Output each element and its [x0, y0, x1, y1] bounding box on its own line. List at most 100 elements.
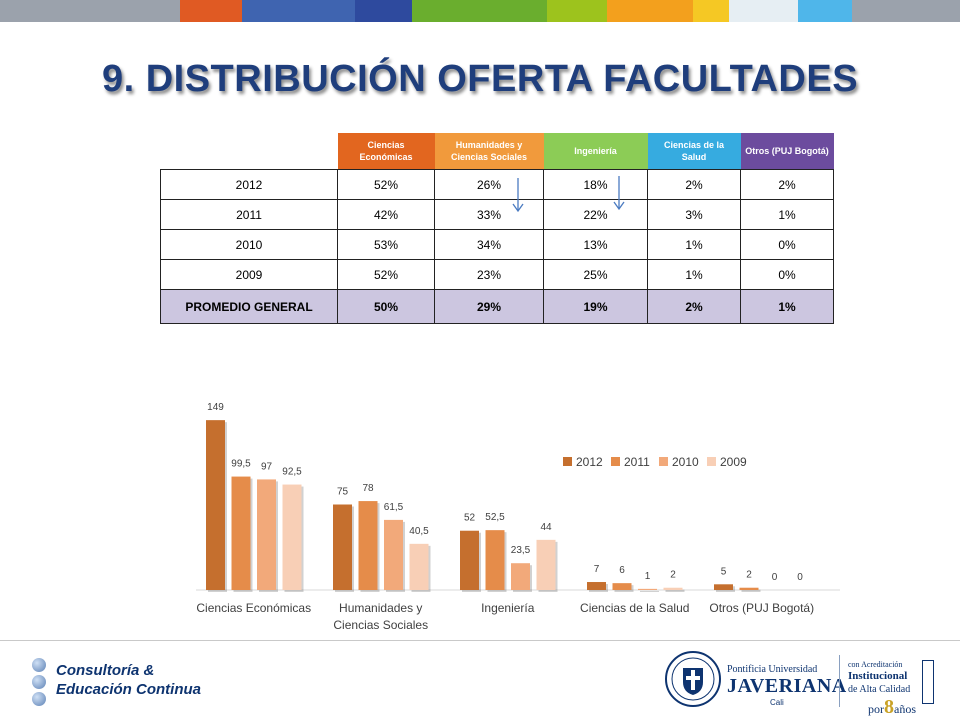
category-label: Ciencias Sociales: [333, 618, 428, 632]
table-cell: 1%: [647, 229, 741, 260]
table-row-label: 2011: [160, 199, 338, 230]
table-cell: 1%: [740, 289, 834, 324]
top-bar-segment: [547, 0, 607, 22]
table-cell: 42%: [337, 199, 435, 230]
bar: [409, 543, 429, 590]
table-row-label: 2010: [160, 229, 338, 260]
data-label: 0: [772, 572, 778, 583]
table-cell: 2%: [647, 289, 741, 324]
top-bar-segment: [242, 0, 355, 22]
bar-shadow: [665, 589, 685, 592]
table-cell: 25%: [543, 259, 648, 290]
footer-brand-line1: Consultoría &: [56, 662, 155, 679]
bar: [257, 479, 276, 590]
table-cell: 26%: [434, 169, 544, 200]
data-label: 52: [464, 513, 476, 524]
bar: [231, 476, 251, 590]
data-label: 2: [746, 570, 752, 581]
bar: [714, 584, 733, 590]
table-cell: 52%: [337, 169, 435, 200]
table-cell: 18%: [543, 169, 648, 200]
table-cell: 34%: [434, 229, 544, 260]
bar: [206, 420, 225, 590]
legend-label: 2010: [672, 455, 699, 469]
data-label: 52,5: [485, 512, 505, 523]
table-cell: 0%: [740, 229, 834, 260]
legend-swatch: [707, 457, 716, 466]
bar: [587, 582, 606, 590]
university-crest-icon: [665, 651, 721, 707]
data-label: 7: [594, 564, 600, 575]
bar: [282, 484, 302, 590]
table-cell: 33%: [434, 199, 544, 230]
top-color-bar: [0, 0, 960, 22]
table-cell: 22%: [543, 199, 648, 230]
university-name: JAVERIANA: [727, 675, 847, 697]
table-column-header: Humanidades y Ciencias Sociales: [434, 133, 544, 170]
table-cell: 23%: [434, 259, 544, 290]
table-row-label: 2012: [160, 169, 338, 200]
table-corner-cell: [160, 133, 338, 170]
data-label: 5: [721, 566, 727, 577]
table-cell: 19%: [543, 289, 648, 324]
top-bar-segment: [798, 0, 852, 22]
accreditation-line3: de Alta Calidad: [848, 684, 911, 695]
footer-divider: [0, 640, 960, 641]
legend-swatch: [563, 457, 572, 466]
table-cell: 13%: [543, 229, 648, 260]
top-bar-segment: [0, 0, 180, 22]
bar: [511, 563, 530, 590]
bar: [638, 588, 657, 590]
category-label: Ciencias Económicas: [196, 601, 311, 615]
table-cell: 1%: [647, 259, 741, 290]
table-cell: 2%: [647, 169, 741, 200]
data-label: 75: [337, 487, 349, 498]
table-cell: 29%: [434, 289, 544, 324]
data-label: 44: [540, 522, 552, 533]
down-arrow-icon: [512, 178, 524, 213]
table-cell: 3%: [647, 199, 741, 230]
table-cell: 52%: [337, 259, 435, 290]
top-bar-segment: [729, 0, 798, 22]
legend-label: 2011: [624, 455, 650, 469]
table-column-header: Otros (PUJ Bogotá): [740, 133, 834, 170]
legend-label: 2012: [576, 455, 603, 469]
table-row: 2009 52% 23% 25% 1% 0%: [160, 259, 834, 290]
table-row: 2011 42% 33% 22% 3% 1%: [160, 199, 834, 230]
data-label: 40,5: [409, 526, 429, 537]
data-label: 6: [619, 565, 625, 576]
table-row-label: PROMEDIO GENERAL: [160, 289, 338, 324]
page-title: 9. DISTRIBUCIÓN OFERTA FACULTADES: [101, 58, 859, 100]
bar: [612, 583, 632, 590]
legend-swatch: [611, 457, 620, 466]
table-row-label: 2009: [160, 259, 338, 290]
accreditation-line1: con Acreditación: [848, 660, 903, 669]
bar: [663, 587, 683, 590]
bar: [460, 530, 479, 590]
table-column-header: Ingeniería: [543, 133, 648, 170]
category-label: Ingeniería: [481, 601, 535, 615]
bar: [358, 501, 378, 590]
bar: [384, 519, 403, 590]
accreditation-line2: Institucional: [848, 670, 908, 682]
table-average-row: PROMEDIO GENERAL 50% 29% 19% 2% 1%: [160, 289, 834, 324]
data-label: 61,5: [384, 502, 404, 513]
table-cell: 1%: [740, 199, 834, 230]
footer-separator: [839, 655, 840, 707]
logo-dots-icon: [32, 658, 46, 709]
top-bar-segment: [852, 0, 960, 22]
bar: [485, 530, 505, 590]
down-arrow-icon: [613, 176, 625, 211]
category-label: Ciencias de la Salud: [580, 601, 689, 615]
bar-shadow: [741, 589, 761, 592]
data-label: 2: [670, 570, 676, 581]
university-name-line1: Pontificia Universidad: [727, 664, 818, 675]
top-bar-segment: [607, 0, 693, 22]
bar: [739, 587, 759, 590]
flag-icon: [922, 660, 934, 704]
table-column-header: Ciencias Económicas: [337, 133, 435, 170]
table-row: 2012 52% 26% 18% 2% 2%: [160, 169, 834, 200]
top-bar-segment: [180, 0, 242, 22]
bar-shadow: [640, 590, 659, 592]
